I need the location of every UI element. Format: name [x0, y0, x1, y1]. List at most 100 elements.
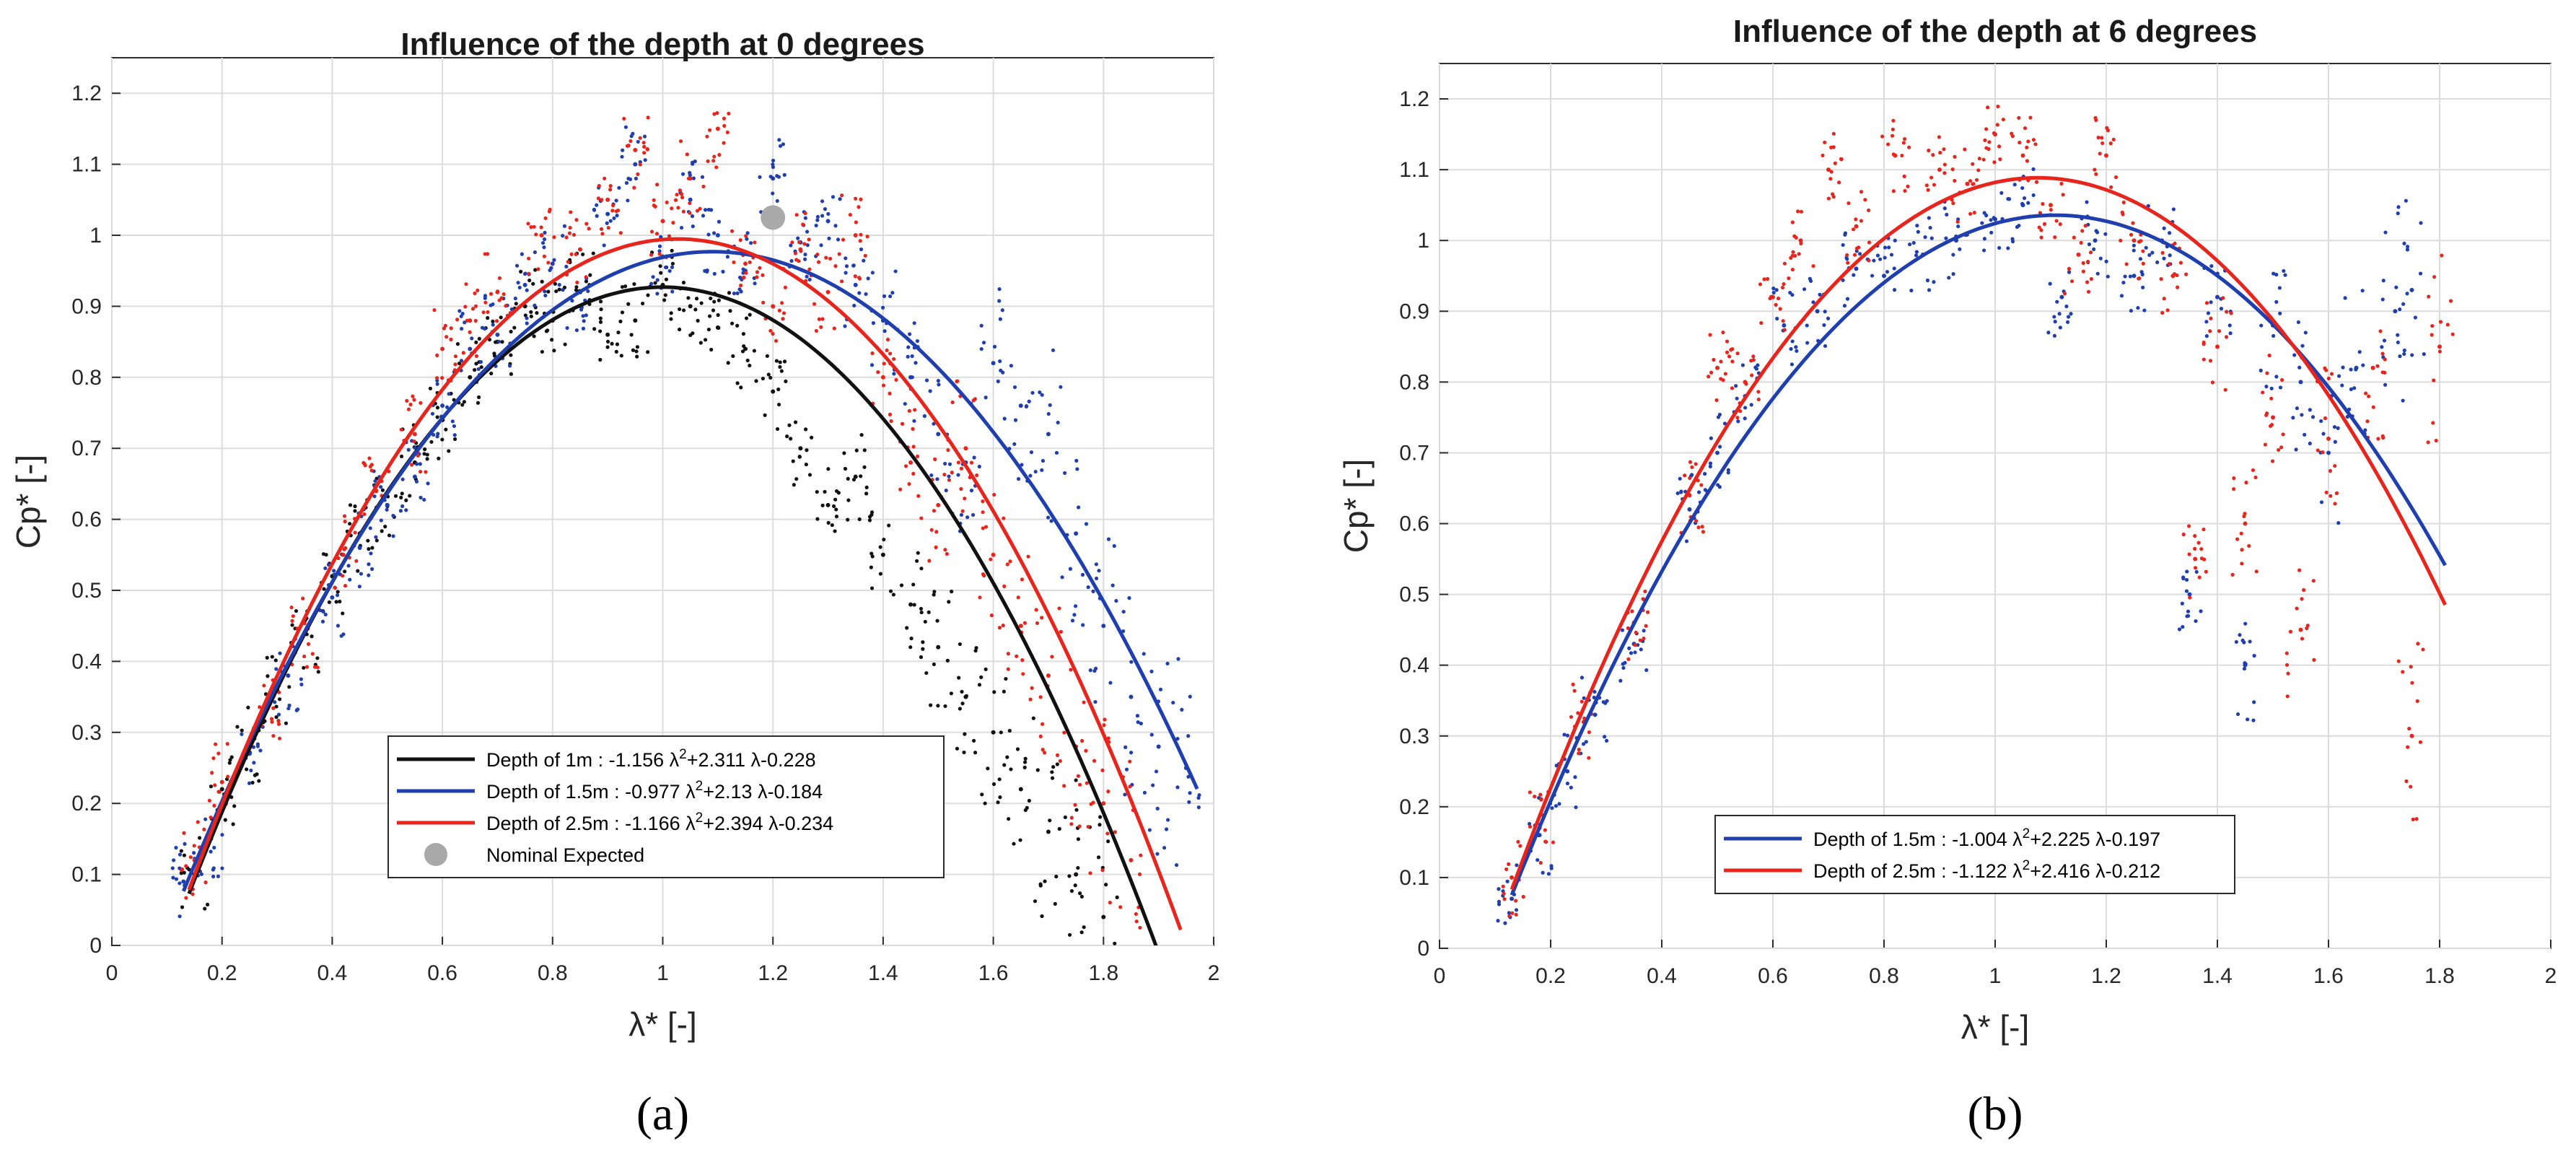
scatter-point	[1756, 397, 1761, 402]
scatter-point	[797, 455, 802, 459]
scatter-point	[612, 216, 616, 221]
scatter-point	[2086, 289, 2091, 294]
scatter-point	[2210, 380, 2215, 385]
scatter-point	[742, 275, 746, 280]
scatter-point	[1697, 490, 1701, 494]
scatter-point	[1911, 240, 1916, 245]
scatter-point	[251, 745, 256, 749]
scatter-point	[599, 227, 604, 231]
scatter-point	[414, 462, 419, 466]
scatter-point	[202, 827, 206, 831]
scatter-point	[842, 451, 846, 455]
scatter-point	[1808, 279, 1813, 283]
scatter-point	[1076, 774, 1080, 778]
x-tick-label: 1	[657, 961, 669, 985]
scatter-point	[891, 593, 896, 597]
scatter-point	[1859, 190, 1864, 194]
x-tick-label: 1.4	[868, 961, 898, 985]
scatter-point	[2025, 145, 2029, 149]
scatter-point	[1091, 589, 1095, 593]
scatter-point	[771, 158, 776, 163]
scatter-point	[928, 389, 932, 393]
scatter-point	[958, 707, 962, 711]
scatter-point	[385, 507, 389, 512]
scatter-point	[1618, 678, 1623, 683]
scatter-point	[444, 335, 449, 339]
scatter-point	[584, 313, 588, 318]
scatter-point	[2119, 294, 2124, 298]
scatter-point	[2121, 280, 2126, 285]
scatter-point	[452, 424, 457, 429]
scatter-point	[1076, 865, 1080, 870]
scatter-point	[1514, 899, 1518, 903]
scatter-point	[2422, 352, 2426, 357]
scatter-point	[688, 170, 692, 175]
scatter-point	[615, 214, 619, 218]
scatter-point	[1927, 216, 1931, 220]
scatter-point	[274, 715, 279, 720]
scatter-point	[779, 369, 784, 373]
scatter-point	[866, 276, 870, 281]
x-tick-label: 2	[2545, 964, 2557, 988]
scatter-point	[509, 372, 514, 376]
scatter-point	[543, 230, 547, 235]
scatter-point	[853, 474, 858, 479]
scatter-point	[1780, 285, 1785, 290]
scatter-point	[882, 537, 886, 542]
scatter-point	[366, 538, 370, 543]
scatter-point	[1069, 816, 1074, 820]
scatter-point	[2246, 717, 2250, 722]
scatter-point	[301, 596, 305, 600]
scatter-point	[220, 833, 224, 837]
scatter-point	[2404, 779, 2409, 784]
scatter-point	[231, 822, 235, 826]
scatter-point	[2283, 273, 2287, 277]
scatter-point	[2271, 333, 2276, 338]
scatter-point	[1155, 852, 1160, 856]
scatter-point	[2059, 181, 2064, 186]
scatter-point	[2081, 261, 2085, 266]
scatter-point	[602, 243, 606, 248]
scatter-point	[608, 219, 613, 223]
scatter-point	[246, 705, 250, 709]
scatter-point	[212, 803, 216, 808]
scatter-point	[1638, 638, 1642, 642]
scatter-point	[1086, 824, 1090, 829]
scatter-point	[825, 219, 831, 224]
scatter-point	[2438, 320, 2443, 324]
scatter-point	[1074, 808, 1079, 812]
scatter-point	[771, 165, 776, 170]
scatter-point	[1112, 543, 1116, 548]
scatter-point	[936, 502, 941, 507]
scatter-point	[662, 298, 667, 302]
fit-curve-depth-of-1-5m	[181, 250, 1199, 892]
scatter-point	[225, 742, 229, 746]
scatter-point	[807, 473, 812, 477]
scatter-point	[870, 351, 875, 356]
scatter-point	[2180, 601, 2184, 606]
scatter-point	[1535, 857, 1540, 862]
scatter-point	[543, 293, 548, 298]
scatter-point	[1909, 288, 1914, 293]
scatter-point	[1629, 651, 1634, 655]
scatter-point	[2185, 569, 2189, 574]
scatter-point	[1074, 458, 1079, 463]
scatter-point	[905, 626, 909, 630]
scatter-point	[907, 332, 912, 336]
scatter-point	[711, 308, 716, 312]
scatter-point	[2300, 637, 2305, 641]
scatter-point	[825, 289, 831, 294]
scatter-point	[1063, 471, 1067, 476]
scatter-point	[1000, 308, 1004, 312]
scatter-point	[253, 773, 257, 777]
scatter-point	[738, 238, 742, 242]
scatter-point	[2185, 614, 2189, 618]
scatter-point	[527, 256, 531, 261]
scatter-point	[363, 463, 367, 468]
scatter-point	[912, 419, 916, 423]
scatter-point	[1942, 206, 1947, 211]
scatter-point	[2326, 450, 2331, 455]
scatter-point	[908, 645, 913, 650]
scatter-point	[610, 341, 614, 346]
scatter-point	[1040, 468, 1044, 472]
